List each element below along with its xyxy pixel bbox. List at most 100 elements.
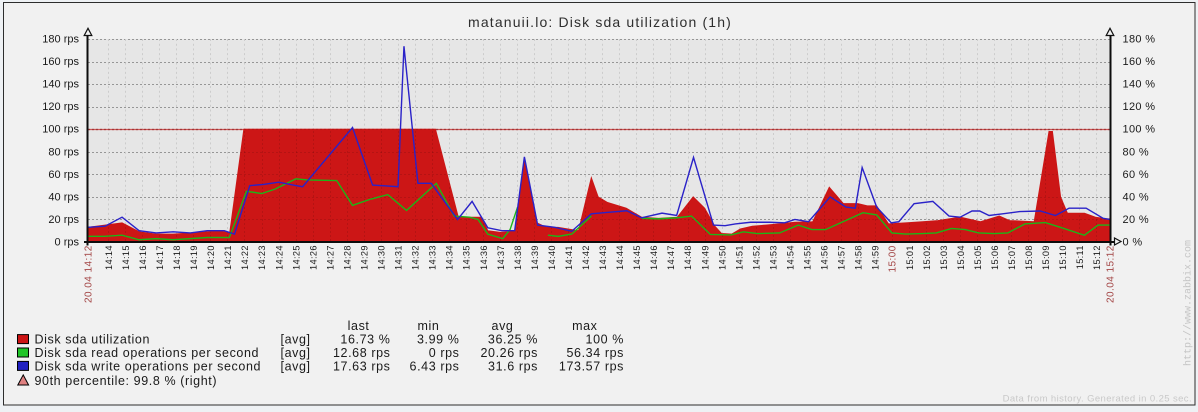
svg-text:0 rps: 0 rps [429, 346, 460, 360]
svg-text:14:42: 14:42 [581, 245, 591, 270]
svg-text:160 rps: 160 rps [42, 56, 79, 68]
svg-text:17.63 rps: 17.63 rps [333, 359, 391, 373]
svg-text:60 rps: 60 rps [48, 169, 79, 181]
svg-text:40 %: 40 % [1123, 191, 1149, 203]
svg-text:14:44: 14:44 [615, 245, 625, 270]
svg-text:120 rps: 120 rps [42, 101, 79, 113]
svg-text:14:40: 14:40 [547, 245, 557, 270]
svg-text:14:33: 14:33 [428, 245, 438, 270]
svg-text:15:03: 15:03 [939, 245, 949, 270]
svg-text:14:38: 14:38 [513, 245, 523, 270]
svg-text:14:57: 14:57 [837, 245, 847, 270]
svg-text:14:26: 14:26 [308, 245, 318, 270]
svg-text:14:27: 14:27 [325, 245, 335, 270]
svg-text:20 %: 20 % [1123, 214, 1149, 226]
svg-text:14:34: 14:34 [445, 245, 455, 270]
svg-text:180 %: 180 % [1123, 34, 1156, 46]
svg-text:15:02: 15:02 [922, 245, 932, 270]
svg-text:14:46: 14:46 [649, 245, 659, 270]
svg-text:180 rps: 180 rps [42, 34, 79, 46]
svg-text:14:35: 14:35 [462, 245, 472, 270]
svg-text:Disk sda write operations per: Disk sda write operations per second [35, 359, 262, 373]
svg-text:36.25 %: 36.25 % [488, 333, 538, 347]
svg-text:14:29: 14:29 [359, 245, 369, 270]
svg-text:60 %: 60 % [1123, 169, 1149, 181]
svg-text:40 rps: 40 rps [48, 191, 79, 203]
svg-text:3.99 %: 3.99 % [417, 333, 460, 347]
svg-text:15:10: 15:10 [1058, 245, 1068, 270]
svg-text:14:59: 14:59 [871, 245, 881, 270]
svg-text:6.43 rps: 6.43 rps [410, 359, 460, 373]
svg-text:14:56: 14:56 [820, 245, 830, 270]
svg-text:Disk sda utilization: Disk sda utilization [35, 333, 151, 347]
svg-text:14:32: 14:32 [411, 245, 421, 270]
svg-text:14:20: 14:20 [206, 245, 216, 270]
svg-text:14:21: 14:21 [223, 245, 233, 270]
svg-text:140 rps: 140 rps [42, 79, 79, 91]
svg-text:140 %: 140 % [1123, 79, 1156, 91]
svg-text:56.34 rps: 56.34 rps [566, 346, 624, 360]
svg-text:14:18: 14:18 [172, 245, 182, 270]
svg-text:14:15: 14:15 [121, 245, 131, 270]
svg-text:15:09: 15:09 [1041, 245, 1051, 270]
svg-text:14:25: 14:25 [291, 245, 301, 270]
svg-text:100 rps: 100 rps [42, 124, 79, 136]
svg-text:14:19: 14:19 [189, 245, 199, 270]
svg-text:14:39: 14:39 [530, 245, 540, 270]
svg-text:160 %: 160 % [1123, 56, 1156, 68]
svg-text:http://www.zabbix.com: http://www.zabbix.com [1183, 240, 1195, 366]
svg-text:14:51: 14:51 [734, 245, 744, 270]
svg-text:31.6 rps: 31.6 rps [488, 359, 538, 373]
svg-text:0 %: 0 % [1123, 237, 1143, 249]
svg-text:120 %: 120 % [1123, 101, 1156, 113]
svg-text:14:49: 14:49 [700, 245, 710, 270]
svg-text:last: last [348, 319, 370, 333]
svg-text:14:43: 14:43 [598, 245, 608, 270]
svg-text:20.04 15:12: 20.04 15:12 [1106, 245, 1117, 303]
svg-text:14:31: 14:31 [394, 245, 404, 270]
svg-text:12.68 rps: 12.68 rps [333, 346, 391, 360]
svg-text:80 %: 80 % [1123, 146, 1149, 158]
svg-text:min: min [418, 319, 440, 333]
svg-text:14:37: 14:37 [496, 245, 506, 270]
svg-text:15:12: 15:12 [1092, 245, 1102, 270]
svg-text:14:45: 14:45 [632, 245, 642, 270]
svg-text:14:55: 14:55 [803, 245, 813, 270]
svg-text:0 rps: 0 rps [55, 237, 80, 249]
svg-text:matanuii.lo: Disk sda utilizat: matanuii.lo: Disk sda utilization (1h) [468, 14, 732, 30]
svg-text:14:53: 14:53 [768, 245, 778, 270]
svg-text:14:24: 14:24 [274, 245, 284, 270]
svg-text:14:58: 14:58 [854, 245, 864, 270]
svg-text:100 %: 100 % [586, 333, 624, 347]
svg-text:15:08: 15:08 [1024, 245, 1034, 270]
svg-text:14:54: 14:54 [785, 245, 795, 270]
svg-text:20 rps: 20 rps [48, 214, 79, 226]
svg-text:14:30: 14:30 [377, 245, 387, 270]
svg-text:14:23: 14:23 [257, 245, 267, 270]
svg-text:14:17: 14:17 [155, 245, 165, 270]
svg-text:14:48: 14:48 [683, 245, 693, 270]
svg-text:[avg]: [avg] [281, 333, 311, 347]
svg-text:90th percentile: 99.8 % (right: 90th percentile: 99.8 % (right) [35, 374, 218, 388]
svg-text:14:36: 14:36 [479, 245, 489, 270]
svg-text:15:05: 15:05 [973, 245, 983, 270]
svg-text:15:01: 15:01 [905, 245, 915, 270]
svg-text:100 %: 100 % [1123, 124, 1156, 136]
svg-text:15:11: 15:11 [1075, 245, 1085, 269]
svg-text:14:22: 14:22 [240, 245, 250, 270]
svg-text:173.57 rps: 173.57 rps [559, 359, 624, 373]
svg-text:Data from history. Generated i: Data from history. Generated in 0.25 sec… [1003, 394, 1192, 405]
svg-text:15:06: 15:06 [990, 245, 1000, 270]
svg-text:14:28: 14:28 [342, 245, 352, 270]
svg-text:14:47: 14:47 [666, 245, 676, 270]
svg-text:Disk sda read operations per s: Disk sda read operations per second [35, 346, 260, 360]
svg-text:[avg]: [avg] [281, 346, 311, 360]
svg-text:16.73 %: 16.73 % [340, 333, 390, 347]
svg-text:15:04: 15:04 [956, 245, 966, 270]
svg-text:14:41: 14:41 [564, 245, 574, 270]
svg-text:avg: avg [492, 319, 514, 333]
svg-text:20.26 rps: 20.26 rps [480, 346, 538, 360]
svg-text:15:07: 15:07 [1007, 245, 1017, 270]
svg-text:15:00: 15:00 [888, 245, 899, 272]
svg-text:14:14: 14:14 [104, 245, 114, 270]
